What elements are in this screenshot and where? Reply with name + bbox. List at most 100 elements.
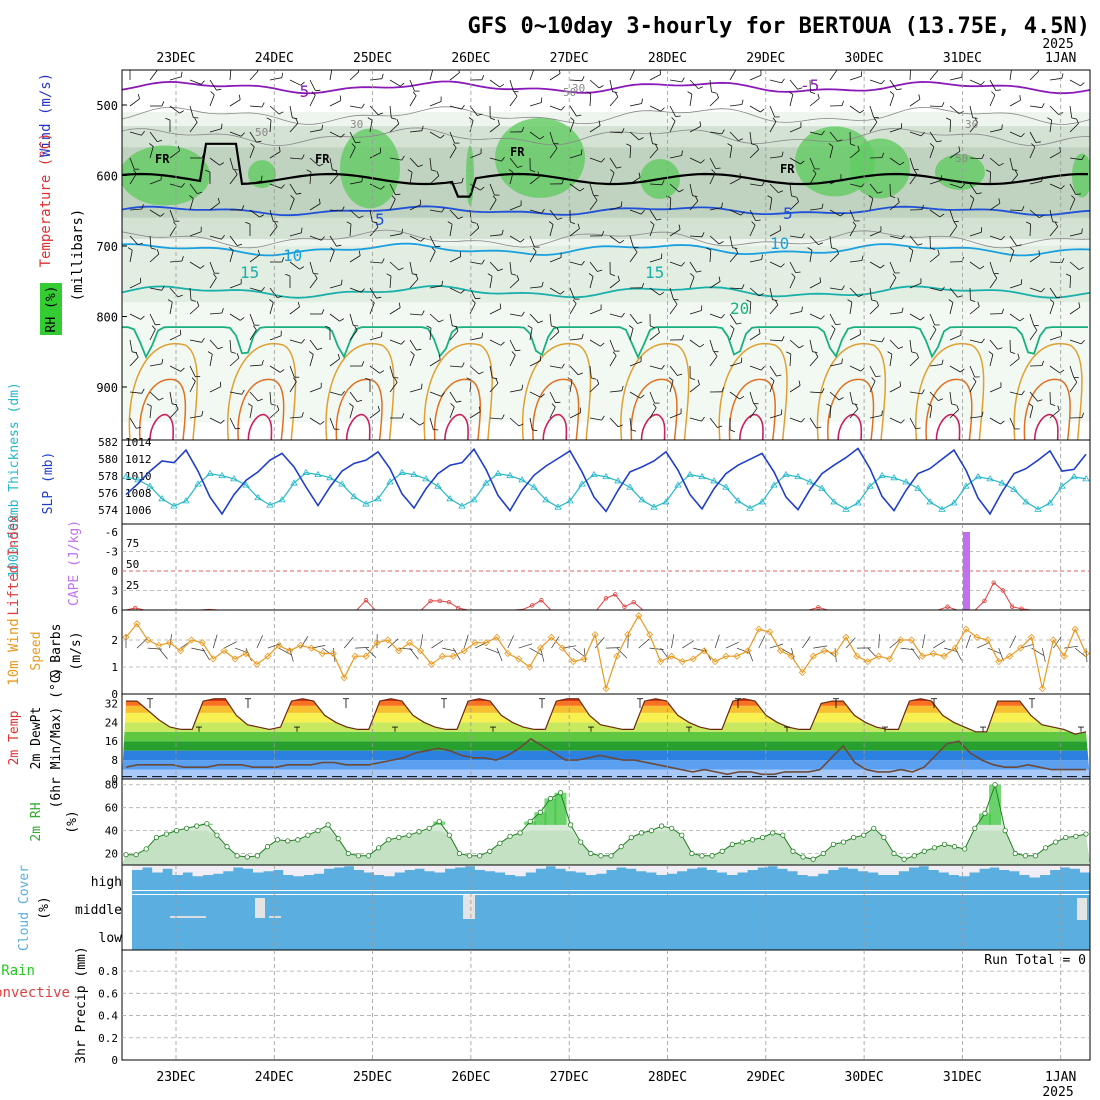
wind-barb — [549, 131, 554, 144]
cloud-high-gap — [616, 865, 627, 868]
wind-barb — [309, 261, 314, 274]
wind10m-point — [689, 655, 697, 663]
wind-barb-flag — [678, 224, 681, 230]
wind-barb-flag — [300, 81, 305, 86]
wind10m-barb — [485, 647, 500, 654]
thickness-point — [770, 481, 778, 488]
rh2m-point — [770, 830, 776, 836]
wind-barb-flag — [532, 429, 538, 432]
wind10m-point — [602, 685, 610, 693]
wind-barb-flag — [981, 338, 985, 344]
wind10m-point — [220, 647, 228, 655]
wind-barb-flag — [367, 117, 373, 121]
wind-barb-flag — [455, 326, 459, 332]
isotherm-35 — [640, 413, 666, 440]
wind-barb-flag — [929, 143, 935, 148]
wind-barb-flag — [296, 192, 302, 195]
wind10m-barb — [409, 647, 419, 660]
wind-barb — [949, 209, 955, 222]
wind-barb — [209, 128, 222, 133]
wind-barb — [889, 202, 900, 211]
wind-barb-flag — [751, 221, 756, 226]
wind-barb — [1069, 381, 1078, 393]
wind-barb-flag — [360, 288, 365, 293]
wind-barb — [869, 105, 875, 118]
wind-barb — [189, 415, 202, 419]
wind-barb — [529, 251, 537, 263]
wind-barb — [849, 209, 856, 222]
wind-barb-flag — [140, 315, 145, 320]
wind-barb-flag — [860, 367, 865, 372]
rh2m-point — [436, 818, 442, 825]
li-point — [529, 603, 535, 608]
wind-barb — [829, 146, 834, 159]
wind10m-barb — [267, 643, 282, 649]
wind-barb-flag — [727, 143, 733, 147]
wind-barb — [309, 278, 318, 289]
wind-barb-flag — [516, 275, 520, 280]
wind-barb-flag — [415, 274, 419, 280]
wind-barb-flag — [346, 221, 352, 225]
wind-barb — [129, 131, 142, 136]
bottom-date-label: 24DEC — [255, 1070, 294, 1085]
wind-barb — [449, 406, 455, 419]
isotherm-35 — [247, 413, 273, 440]
wind-barb — [189, 183, 198, 194]
wind10m-point — [406, 639, 414, 647]
wind-barb — [1049, 226, 1059, 237]
rh2m-point — [901, 856, 907, 862]
wind-barb — [289, 157, 303, 160]
wind-barb — [469, 411, 481, 419]
wind-barb-flag — [213, 273, 217, 279]
wind10m-point — [787, 652, 796, 660]
wind-barb — [969, 261, 981, 270]
wind10m-point — [384, 636, 392, 644]
wind-barb-flag — [511, 351, 516, 356]
wind-barb-flag — [279, 369, 285, 373]
wind-barb-flag — [791, 195, 797, 198]
wind10m-point — [471, 639, 479, 647]
wind-barb — [329, 157, 333, 170]
wind-barb — [249, 313, 255, 326]
wind-barb — [769, 105, 776, 118]
wind-barb-flag — [801, 306, 803, 312]
wind-barb — [349, 181, 362, 185]
wind-barb-flag — [508, 169, 514, 173]
rh2m-point — [173, 827, 180, 834]
wind10m-point — [875, 652, 883, 660]
wind-tick: 0 — [111, 688, 118, 701]
wind-barb-flag — [695, 196, 699, 202]
wind-barb-flag — [137, 242, 143, 246]
rh2m-point — [760, 834, 766, 841]
isotherm-5 — [122, 205, 1090, 217]
wind-barb-flag — [586, 91, 591, 95]
wind-barb — [229, 283, 242, 289]
wind-barb — [189, 365, 196, 377]
rh2m-point — [800, 854, 806, 860]
cloud-high-gap — [979, 865, 990, 869]
wind-barb — [349, 223, 352, 237]
cloud-high-gap — [837, 865, 849, 868]
wind10m-point — [678, 658, 686, 666]
wind-barb — [509, 339, 516, 351]
wind-barb-flag — [313, 273, 319, 275]
thickness-point — [1070, 472, 1078, 480]
temp-band — [122, 722, 1090, 732]
li-point — [428, 598, 433, 604]
wind10m-point — [187, 636, 196, 644]
cloud-high-gap — [716, 865, 728, 873]
wind-barb-flag — [1001, 308, 1004, 314]
wind-barb-flag — [781, 78, 785, 84]
cloud-high-gap — [948, 865, 960, 875]
wind-barb-flag — [855, 404, 859, 410]
wind-barb — [829, 235, 832, 248]
thick-tick: 574 — [98, 504, 118, 517]
wind-barb — [449, 147, 457, 159]
wind-barb — [209, 312, 223, 315]
wind-barb — [509, 313, 522, 317]
wind-barb — [609, 355, 617, 367]
wind10m-point — [886, 655, 894, 663]
wind-barb — [789, 311, 802, 315]
wind-barb-flag — [681, 150, 683, 156]
wind-barb-flag — [939, 213, 945, 218]
